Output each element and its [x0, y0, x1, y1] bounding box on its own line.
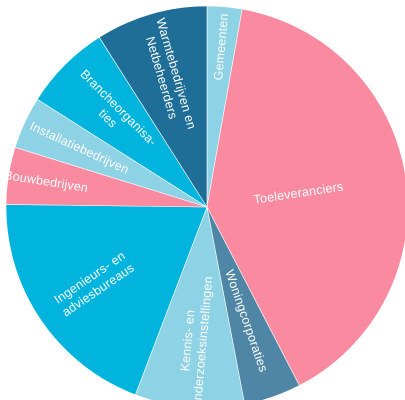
pie-label-line: Kennis- en: [178, 309, 197, 372]
pie-slice-woningcorporaties: [206, 206, 300, 400]
pie-slices: [5, 5, 405, 400]
pie-slice-kennis-en-onderzoeksinstellingen: [134, 205, 245, 400]
pie-slice-warmtebedrijven-en-netbeheerders: [98, 5, 208, 209]
pie-slice-toeleveranciers: [206, 8, 405, 386]
pie-label-line: Gemeenten: [211, 13, 231, 81]
pie-slice-ingenieurs-en-adviesbureaus: [5, 204, 208, 396]
pie-label-gemeenten: Gemeenten: [211, 13, 231, 81]
